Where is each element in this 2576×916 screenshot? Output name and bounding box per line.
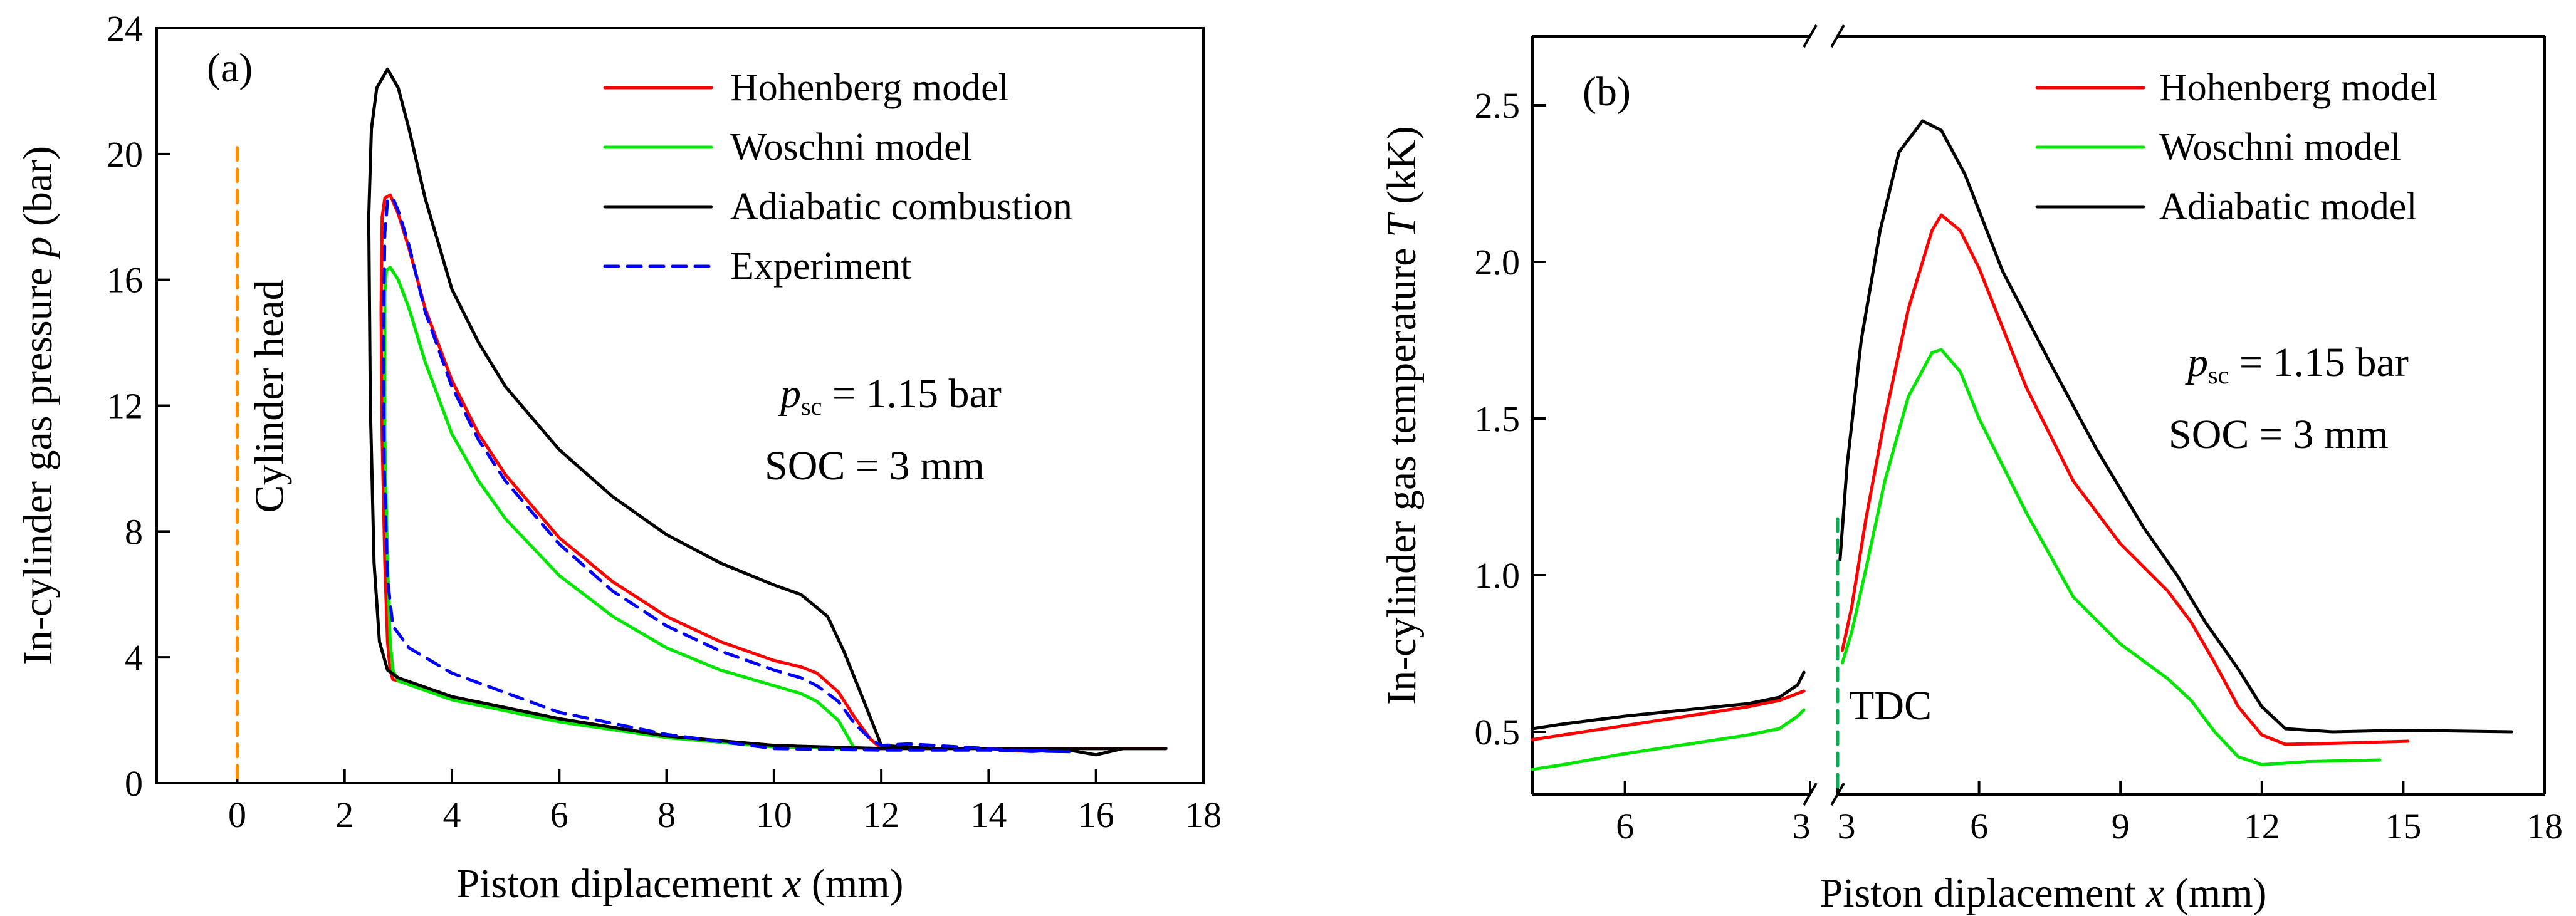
y-tick-label: 8 — [125, 511, 143, 552]
series-line-experiment — [381, 196, 1071, 754]
x-tick-label: 10 — [756, 794, 792, 835]
legend-label-woschni: Woschni model — [2159, 126, 2401, 169]
panel-b-label: (b) — [1583, 69, 1631, 115]
x-tick-label: 3 — [1838, 806, 1856, 846]
x-tick-label: 18 — [1185, 794, 1222, 835]
series-line-woschni-expansion — [1841, 348, 2382, 766]
x-tick-label: 6 — [550, 794, 568, 835]
x-tick-label: 14 — [970, 794, 1007, 835]
series-line-adiabatic-expansion — [1838, 119, 2513, 734]
panel-b-soc-annotation: SOC = 3 mm — [2169, 412, 2389, 457]
panel-a-label: (a) — [207, 45, 253, 91]
legend-label-woschni: Woschni model — [730, 126, 972, 169]
legend-label-hohenberg: Hohenberg model — [730, 66, 1009, 109]
x-tick-label: 12 — [863, 794, 899, 835]
y-tick-label: 12 — [107, 386, 143, 427]
legend-label-adiabatic: Adiabatic combustion — [730, 185, 1072, 228]
panel-b-y-axis-label: In-cylinder gas temperature T (kK) — [1379, 126, 1425, 705]
panel-a-series — [367, 67, 1168, 757]
y-tick-label: 1.5 — [1475, 398, 1521, 439]
series-line-hohenberg-compression — [1531, 689, 1806, 741]
panel-a-psc-annotation: psc = 1.15 bar — [778, 371, 1002, 420]
axis-break-mark — [1803, 24, 1818, 48]
y-tick-label: 1.0 — [1475, 555, 1521, 596]
panel-a-soc-annotation: SOC = 3 mm — [765, 443, 985, 489]
panel-a-ticks — [157, 27, 1205, 784]
panel-b-ticks — [1532, 104, 2546, 794]
x-tick-label: 6 — [1970, 806, 1988, 846]
legend-label-hohenberg: Hohenberg model — [2159, 66, 2438, 109]
y-tick-label: 4 — [125, 637, 143, 678]
y-tick-label: 16 — [107, 260, 143, 301]
panel-b-series — [1531, 119, 2513, 771]
series-line-adiabatic-compression — [1531, 670, 1806, 731]
x-tick-label: 3 — [1793, 806, 1811, 846]
x-tick-label: 9 — [2112, 806, 2130, 846]
x-tick-label: 2 — [335, 794, 353, 835]
panel-a-y-axis-label: In-cylinder gas pressure p (bar) — [15, 146, 61, 665]
series-line-hohenberg-expansion — [1841, 213, 2410, 746]
y-tick-label: 0 — [125, 763, 143, 804]
x-tick-label: 15 — [2385, 806, 2421, 846]
x-tick-label: 18 — [2526, 806, 2563, 846]
cylinder-head-label: Cylinder head — [246, 279, 292, 513]
x-tick-label: 8 — [657, 794, 676, 835]
x-tick-label: 16 — [1078, 794, 1114, 835]
panel-a-legend: Hohenberg model Woschni model Adiabatic … — [603, 66, 1072, 288]
panel-a-x-axis-label: Piston diplacement x (mm) — [456, 861, 903, 907]
legend-label-adiabatic: Adiabatic model — [2159, 185, 2417, 228]
x-tick-label: 0 — [228, 794, 246, 835]
axis-break-mark — [1830, 24, 1845, 48]
panel-b-tick-labels: 6 3 3 6 9 12 15 18 0.5 1.0 1.5 2.0 2.5 — [1475, 85, 2563, 846]
series-line-woschni-compression — [1531, 708, 1806, 771]
x-tick-label: 6 — [1616, 806, 1634, 846]
panel-b: 6 3 3 6 9 12 15 18 0.5 1.0 1.5 2.0 2.5 TDC (b) Hohen… — [1379, 24, 2563, 916]
panel-a-frame — [155, 27, 1205, 784]
y-tick-label: 0.5 — [1475, 712, 1521, 752]
panel-b-legend: Hohenberg model Woschni model Adiabatic … — [2035, 66, 2438, 228]
y-tick-label: 20 — [107, 134, 143, 175]
x-tick-label: 12 — [2244, 806, 2280, 846]
x-tick-label: 4 — [443, 794, 461, 835]
panel-b-x-axis-label: Piston diplacement x (mm) — [1819, 870, 2266, 916]
legend-label-experiment: Experiment — [730, 245, 911, 288]
series-line-woschni — [383, 266, 856, 751]
y-tick-label: 2.5 — [1475, 85, 1521, 126]
y-tick-label: 24 — [107, 8, 143, 49]
tdc-label: TDC — [1849, 683, 1932, 729]
y-tick-label: 2.0 — [1475, 242, 1521, 283]
panel-b-psc-annotation: psc = 1.15 bar — [2185, 340, 2409, 389]
series-line-adiabatic — [367, 67, 1168, 757]
